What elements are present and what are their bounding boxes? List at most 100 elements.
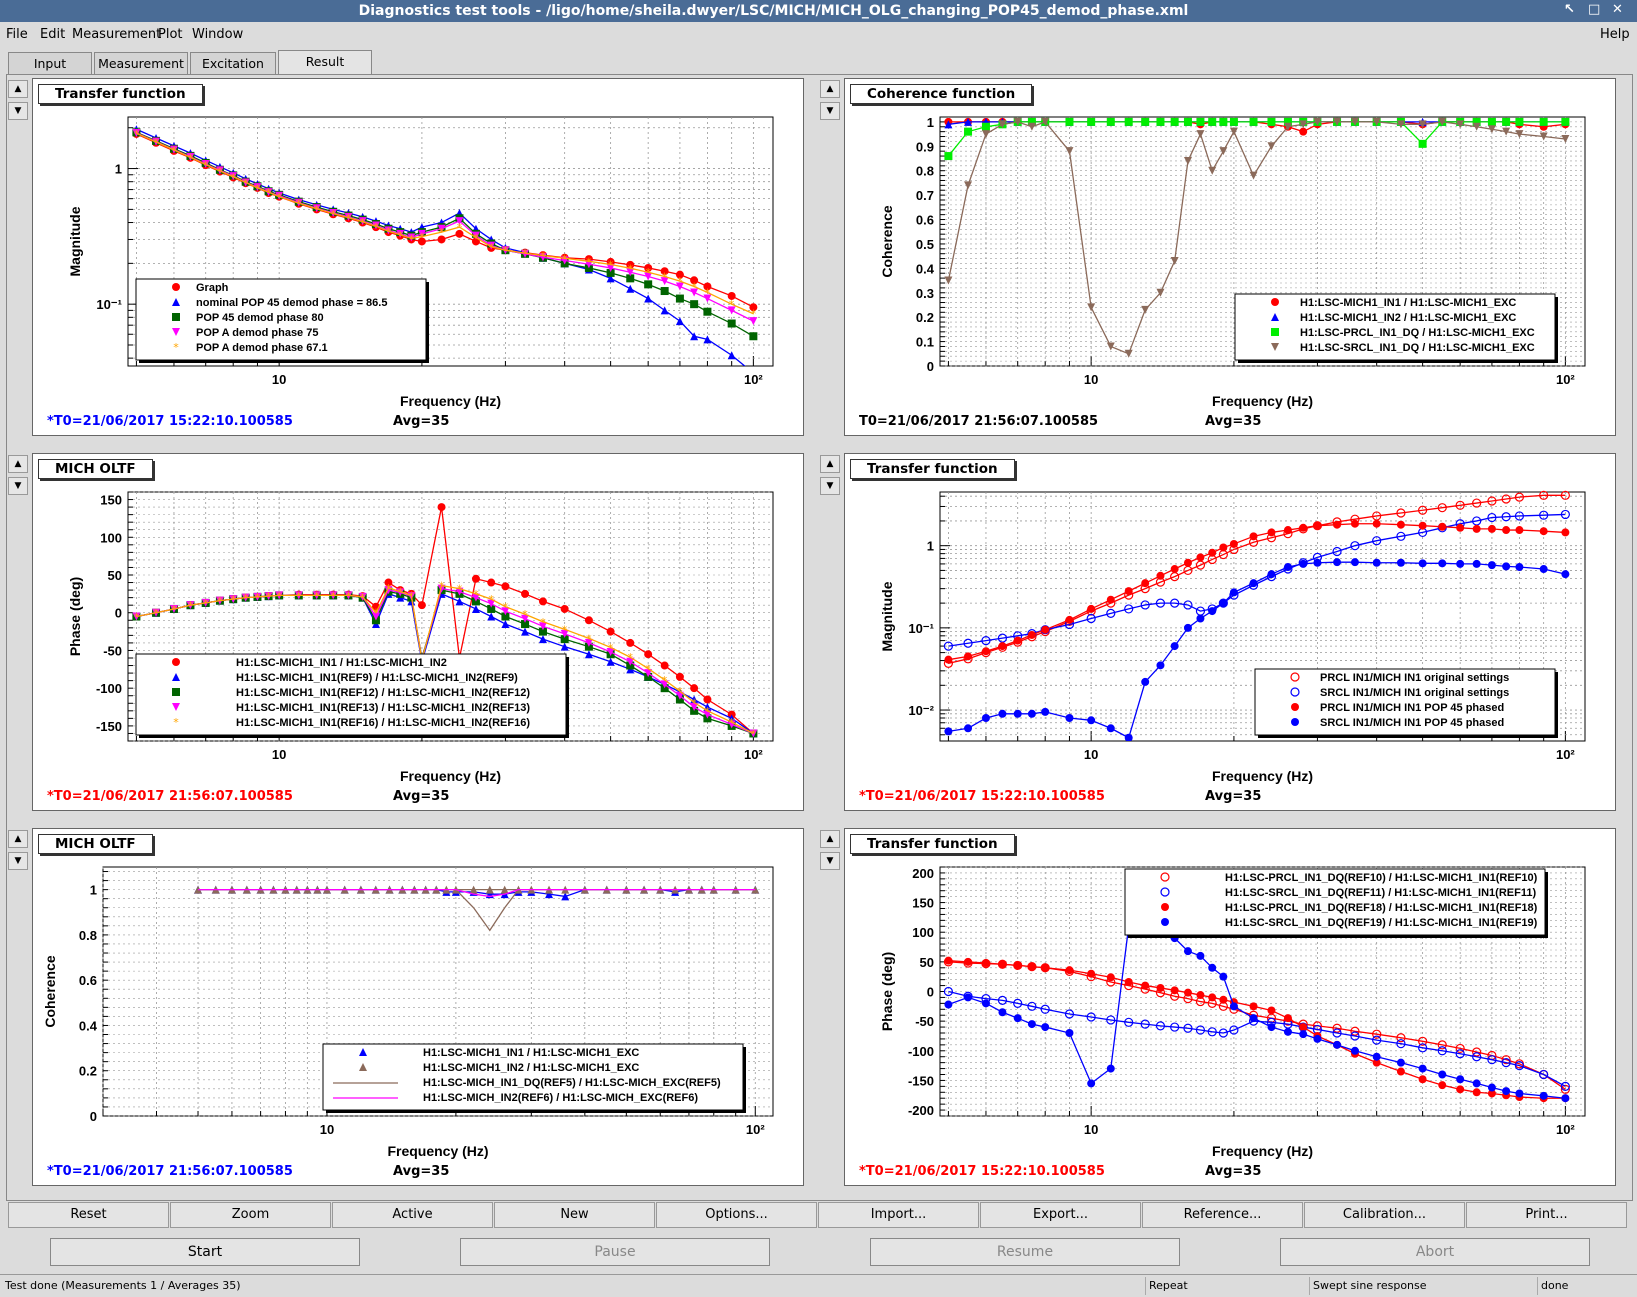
- data-point: *: [608, 641, 614, 654]
- pause-button[interactable]: Pause: [460, 1238, 770, 1266]
- data-point: [1372, 1058, 1381, 1067]
- data-point: [944, 956, 953, 965]
- print-button[interactable]: Print...: [1466, 1202, 1627, 1228]
- plot-panel[interactable]: 10 10² 10⁻² 10⁻¹ 1 Frequency (Hz) Magnitude PRC…: [844, 453, 1616, 811]
- panel-up-button[interactable]: ▲: [8, 80, 28, 98]
- calibration-button[interactable]: Calibration...: [1304, 1202, 1465, 1228]
- data-point: [1183, 1023, 1193, 1033]
- abort-button[interactable]: Abort: [1280, 1238, 1590, 1266]
- data-point: [172, 688, 180, 696]
- menu-help[interactable]: Help: [1600, 27, 1630, 42]
- data-point: [1313, 1034, 1322, 1043]
- panel-up-button[interactable]: ▲: [820, 830, 840, 848]
- data-point: *: [173, 341, 179, 354]
- data-point: [1183, 988, 1192, 997]
- new-button[interactable]: New: [494, 1202, 655, 1228]
- reference-button[interactable]: Reference...: [1142, 1202, 1303, 1228]
- chart-svg[interactable]: 10 10² 0 0.2 0.4 0.6 0.8 1 Frequency (Hz) Coheren…: [33, 829, 803, 1185]
- data-point: [1313, 521, 1322, 530]
- data-point: [1170, 1022, 1180, 1032]
- menu-edit[interactable]: Edit: [40, 27, 66, 42]
- panel-down-button[interactable]: ▼: [8, 102, 28, 120]
- data-point: [1501, 1055, 1511, 1065]
- data-point: [1472, 524, 1481, 533]
- tab-input[interactable]: Input: [8, 52, 92, 74]
- data-point: [487, 241, 496, 250]
- data-point: [1560, 1084, 1570, 1094]
- chart-svg[interactable]: 10 10² 0 0.1 0.2 0.3 0.4 0.5 0.6 0.7 0.8 0.9 1 Freque…: [845, 79, 1615, 435]
- data-point: [1502, 1087, 1511, 1096]
- start-button[interactable]: Start: [50, 1238, 360, 1266]
- panel-down-button[interactable]: ▼: [820, 477, 840, 495]
- menu-plot[interactable]: Plot: [158, 27, 183, 42]
- panel-up-button[interactable]: ▲: [820, 80, 840, 98]
- reset-button[interactable]: Reset: [8, 1202, 169, 1228]
- data-point: [703, 335, 712, 344]
- menu-window[interactable]: Window: [192, 27, 244, 42]
- data-point: [660, 661, 669, 670]
- data-point: *: [608, 259, 614, 272]
- data-point: [644, 263, 653, 272]
- panel-up-button[interactable]: ▲: [8, 830, 28, 848]
- data-point: [1472, 122, 1481, 131]
- plot-panel[interactable]: 10 10² -200 -150 -100 -50 0 50 100 150 200 Frequenc…: [844, 828, 1616, 1186]
- options-button[interactable]: Options...: [656, 1202, 817, 1228]
- legend: H1:LSC-PRCL_IN1_DQ(REF10) / H1:LSC-MICH1…: [1124, 868, 1548, 938]
- legend-entry: PRCL IN1/MICH IN1 original settings: [1320, 672, 1509, 684]
- data-point: *: [457, 583, 463, 596]
- data-point: [1106, 342, 1115, 351]
- data-point: [1502, 117, 1511, 126]
- tab-result[interactable]: Result: [278, 50, 372, 74]
- data-point: *: [346, 589, 352, 602]
- close-window-button[interactable]: ✕: [1612, 2, 1623, 17]
- panel-title: Transfer function: [850, 834, 1015, 854]
- plot-panel[interactable]: 10 10² 0 0.2 0.4 0.6 0.8 1 Frequency (Hz) Coheren…: [32, 828, 804, 1186]
- series-5: * * * * * * * * * * * * * * * * * * * * * * * * * * * * * * * * * * * * * * *: [134, 580, 757, 741]
- plot-panel[interactable]: 10 10² -150 -100 -50 0 50 100 150 Frequency (Hz) P…: [32, 453, 804, 811]
- resume-button[interactable]: Resume: [870, 1238, 1180, 1266]
- data-point: [500, 885, 509, 894]
- menu-file[interactable]: File: [6, 27, 28, 42]
- plot-panel[interactable]: 10 10² 10⁻¹ 1 Frequency (Hz) Magnitude * * * * * * *…: [32, 78, 804, 436]
- data-point: [1041, 1023, 1050, 1032]
- chart-svg[interactable]: 10 10² 10⁻² 10⁻¹ 1 Frequency (Hz) Magnitude PRC…: [845, 454, 1615, 810]
- data-point: [1267, 142, 1276, 151]
- export-button[interactable]: Export...: [980, 1202, 1141, 1228]
- chart-svg[interactable]: 10 10² -150 -100 -50 0 50 100 150 Frequency (Hz) P…: [33, 454, 803, 810]
- data-point: *: [386, 582, 392, 595]
- data-point: *: [662, 674, 668, 687]
- tab-excitation[interactable]: Excitation: [190, 52, 276, 74]
- y-tick-label: 0.8: [916, 164, 934, 179]
- legend-entry: H1:LSC-MICH1_IN1 / H1:LSC-MICH1_IN2: [236, 657, 447, 669]
- panel-down-button[interactable]: ▼: [8, 852, 28, 870]
- zoom-button[interactable]: Zoom: [170, 1202, 331, 1228]
- active-button[interactable]: Active: [332, 1202, 493, 1228]
- legend-entry: H1:LSC-SRCL_IN1_DQ(REF11) / H1:LSC-MICH1…: [1225, 887, 1536, 899]
- panel-down-button[interactable]: ▼: [8, 477, 28, 495]
- status-type: Swept sine response: [1310, 1277, 1538, 1295]
- data-point: [1333, 558, 1342, 567]
- data-point: *: [439, 580, 445, 593]
- data-point: [998, 120, 1007, 129]
- status-state: done: [1541, 1279, 1569, 1292]
- data-point: [1229, 127, 1238, 136]
- panel-down-button[interactable]: ▼: [820, 852, 840, 870]
- plot-panel[interactable]: 10 10² 0 0.1 0.2 0.3 0.4 0.5 0.6 0.7 0.8 0.9 1 Freque…: [844, 78, 1616, 436]
- data-point: [501, 620, 510, 629]
- panel-up-button[interactable]: ▲: [820, 455, 840, 473]
- tab-measurement[interactable]: Measurement: [94, 52, 188, 74]
- panel-up-button[interactable]: ▲: [8, 455, 28, 473]
- import-button[interactable]: Import...: [818, 1202, 979, 1228]
- data-point: [1086, 613, 1096, 624]
- panel-down-button[interactable]: ▼: [820, 102, 840, 120]
- menu-measurement[interactable]: Measurement: [72, 27, 162, 42]
- data-point: [172, 673, 180, 681]
- data-point: *: [751, 308, 757, 321]
- data-point: [1372, 1052, 1381, 1061]
- data-point: [1396, 558, 1405, 567]
- chart-svg[interactable]: 10 10² -200 -150 -100 -50 0 50 100 150 200 Frequenc…: [845, 829, 1615, 1185]
- data-point: [1183, 623, 1192, 632]
- maximize-window-button[interactable]: □: [1588, 2, 1601, 17]
- minimize-window-button[interactable]: ↖: [1564, 2, 1575, 17]
